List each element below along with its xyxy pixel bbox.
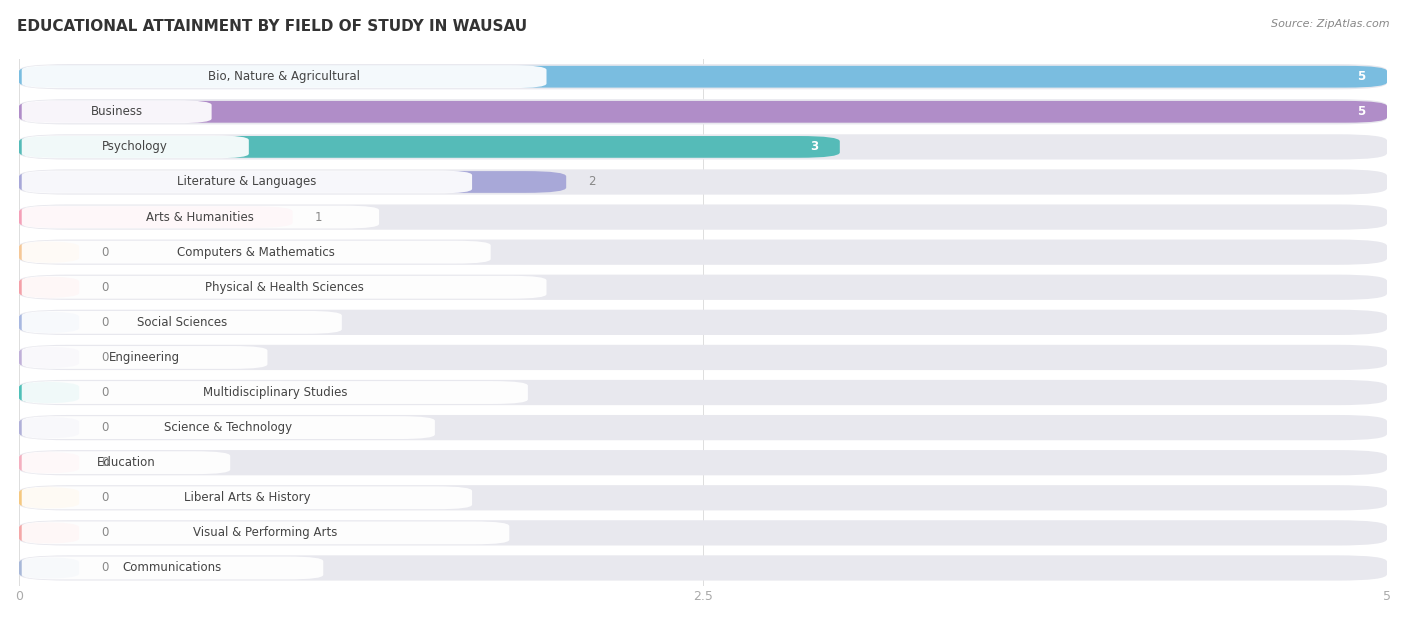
FancyBboxPatch shape xyxy=(21,311,342,334)
FancyBboxPatch shape xyxy=(20,415,1386,440)
FancyBboxPatch shape xyxy=(20,452,79,474)
Text: 0: 0 xyxy=(101,421,108,434)
FancyBboxPatch shape xyxy=(20,487,79,509)
FancyBboxPatch shape xyxy=(20,204,1386,230)
FancyBboxPatch shape xyxy=(20,240,1386,265)
FancyBboxPatch shape xyxy=(21,381,527,404)
Text: 0: 0 xyxy=(101,245,108,259)
Text: Engineering: Engineering xyxy=(110,351,180,364)
FancyBboxPatch shape xyxy=(20,416,79,439)
FancyBboxPatch shape xyxy=(20,206,292,228)
Text: Computers & Mathematics: Computers & Mathematics xyxy=(177,245,335,259)
FancyBboxPatch shape xyxy=(20,522,79,544)
FancyBboxPatch shape xyxy=(20,136,839,158)
Text: Source: ZipAtlas.com: Source: ZipAtlas.com xyxy=(1271,19,1389,29)
Text: 0: 0 xyxy=(101,386,108,399)
FancyBboxPatch shape xyxy=(20,169,1386,194)
FancyBboxPatch shape xyxy=(20,241,79,263)
Text: Psychology: Psychology xyxy=(103,140,169,153)
FancyBboxPatch shape xyxy=(20,134,1386,160)
FancyBboxPatch shape xyxy=(20,171,567,193)
Text: 0: 0 xyxy=(101,492,108,504)
FancyBboxPatch shape xyxy=(20,380,1386,405)
FancyBboxPatch shape xyxy=(21,557,323,579)
Text: Bio, Nature & Agricultural: Bio, Nature & Agricultural xyxy=(208,70,360,83)
Text: Literature & Languages: Literature & Languages xyxy=(177,175,316,189)
Text: Communications: Communications xyxy=(122,562,222,574)
FancyBboxPatch shape xyxy=(21,100,212,123)
FancyBboxPatch shape xyxy=(20,345,1386,370)
FancyBboxPatch shape xyxy=(20,557,79,579)
FancyBboxPatch shape xyxy=(21,136,249,158)
FancyBboxPatch shape xyxy=(21,487,472,509)
Text: Multidisciplinary Studies: Multidisciplinary Studies xyxy=(202,386,347,399)
FancyBboxPatch shape xyxy=(21,451,231,474)
Text: Arts & Humanities: Arts & Humanities xyxy=(146,211,254,223)
FancyBboxPatch shape xyxy=(20,382,79,403)
Text: 5: 5 xyxy=(1357,70,1365,83)
FancyBboxPatch shape xyxy=(20,66,1386,88)
FancyBboxPatch shape xyxy=(21,206,380,228)
Text: 5: 5 xyxy=(1357,105,1365,118)
FancyBboxPatch shape xyxy=(20,99,1386,124)
FancyBboxPatch shape xyxy=(20,485,1386,510)
FancyBboxPatch shape xyxy=(20,520,1386,546)
Text: Social Sciences: Social Sciences xyxy=(136,316,226,329)
FancyBboxPatch shape xyxy=(20,312,79,333)
Text: Physical & Health Sciences: Physical & Health Sciences xyxy=(205,281,364,294)
Text: 2: 2 xyxy=(588,175,596,189)
FancyBboxPatch shape xyxy=(20,101,1386,122)
Text: EDUCATIONAL ATTAINMENT BY FIELD OF STUDY IN WAUSAU: EDUCATIONAL ATTAINMENT BY FIELD OF STUDY… xyxy=(17,19,527,34)
FancyBboxPatch shape xyxy=(20,555,1386,581)
Text: 1: 1 xyxy=(315,211,322,223)
FancyBboxPatch shape xyxy=(20,310,1386,335)
Text: 0: 0 xyxy=(101,316,108,329)
Text: 0: 0 xyxy=(101,351,108,364)
FancyBboxPatch shape xyxy=(21,276,547,298)
FancyBboxPatch shape xyxy=(21,416,434,439)
Text: 0: 0 xyxy=(101,562,108,574)
Text: Science & Technology: Science & Technology xyxy=(165,421,292,434)
FancyBboxPatch shape xyxy=(20,64,1386,90)
FancyBboxPatch shape xyxy=(20,346,79,369)
FancyBboxPatch shape xyxy=(20,450,1386,475)
Text: 0: 0 xyxy=(101,281,108,294)
Text: 0: 0 xyxy=(101,526,108,540)
FancyBboxPatch shape xyxy=(21,241,491,264)
FancyBboxPatch shape xyxy=(20,276,79,298)
Text: Visual & Performing Arts: Visual & Performing Arts xyxy=(194,526,337,540)
Text: Business: Business xyxy=(90,105,143,118)
Text: 3: 3 xyxy=(810,140,818,153)
FancyBboxPatch shape xyxy=(20,274,1386,300)
FancyBboxPatch shape xyxy=(21,65,547,88)
Text: 0: 0 xyxy=(101,456,108,469)
Text: Liberal Arts & History: Liberal Arts & History xyxy=(184,492,311,504)
FancyBboxPatch shape xyxy=(21,346,267,369)
Text: Education: Education xyxy=(97,456,155,469)
FancyBboxPatch shape xyxy=(21,521,509,545)
FancyBboxPatch shape xyxy=(21,170,472,194)
